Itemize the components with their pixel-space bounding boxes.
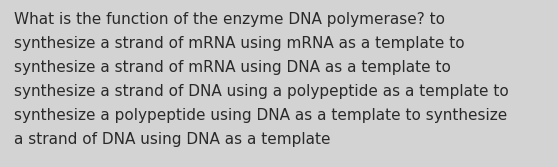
Text: synthesize a polypeptide using DNA as a template to synthesize: synthesize a polypeptide using DNA as a … <box>14 108 507 123</box>
Text: synthesize a strand of mRNA using mRNA as a template to: synthesize a strand of mRNA using mRNA a… <box>14 36 465 51</box>
Text: synthesize a strand of DNA using a polypeptide as a template to: synthesize a strand of DNA using a polyp… <box>14 84 509 99</box>
Text: a strand of DNA using DNA as a template: a strand of DNA using DNA as a template <box>14 132 330 147</box>
Text: synthesize a strand of mRNA using DNA as a template to: synthesize a strand of mRNA using DNA as… <box>14 60 451 75</box>
Text: What is the function of the enzyme DNA polymerase? to: What is the function of the enzyme DNA p… <box>14 12 445 27</box>
